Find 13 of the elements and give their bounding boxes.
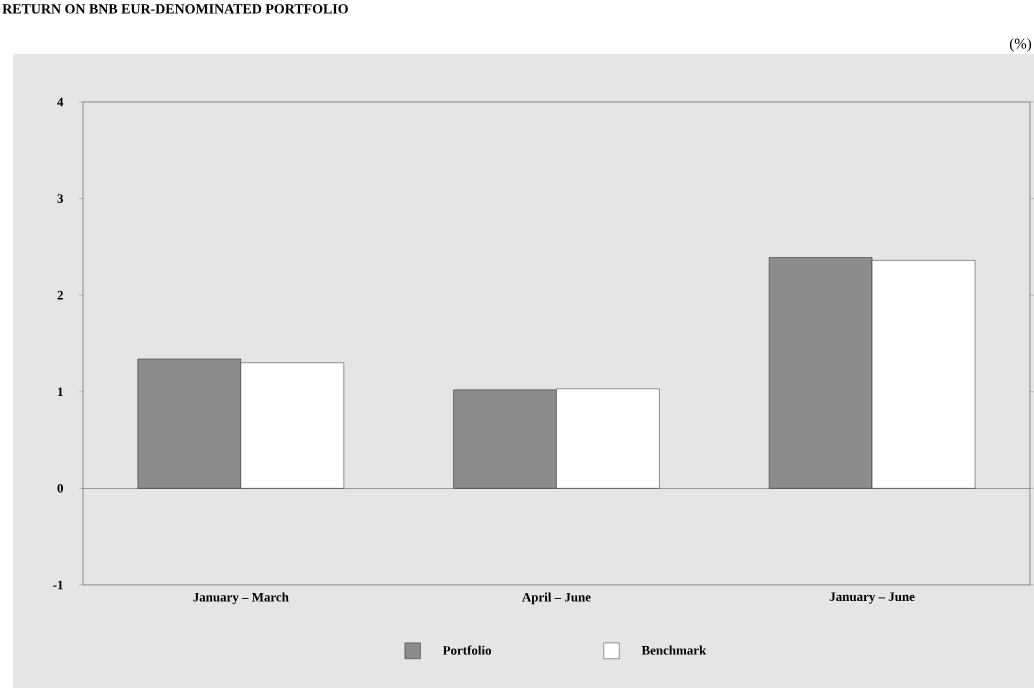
legend-label: Benchmark [641,645,707,655]
y-tick-label: 2 [57,290,63,300]
x-tick-label: January – June [829,592,915,604]
x-tick-label: April – June [522,592,591,605]
y-axis-title: (%) [1009,38,1032,52]
y-tick-label: 0 [57,484,63,493]
y-tick-label: 3 [57,194,64,203]
legend-label: Portfolio [442,645,492,655]
x-tick-label: January – March [193,592,289,605]
y-tick-label: 1 [58,387,63,397]
y-tick-label: 4 [57,97,64,107]
chart-title: RETURN ON BNB EUR-DENOMINATED PORTFOLIO [2,4,348,14]
y-tick-label: -1 [53,580,63,590]
